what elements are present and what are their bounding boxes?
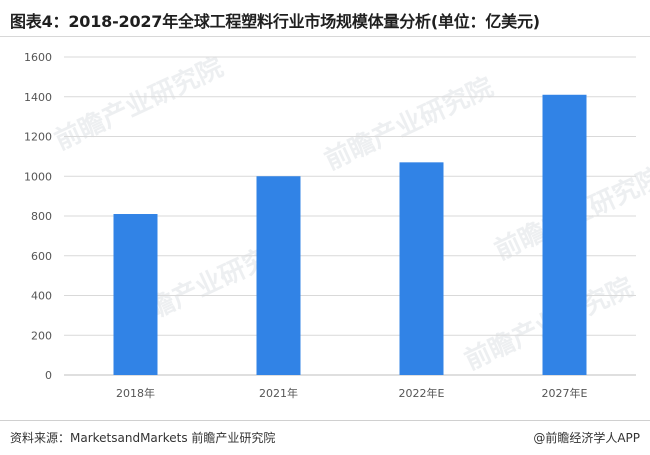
gridlines	[64, 56, 636, 376]
y-tick-label: 600	[31, 250, 52, 263]
bars	[113, 94, 587, 375]
chart-title: 图表4：2018-2027年全球工程塑料行业市场规模体量分析(单位：亿美元)	[10, 12, 540, 31]
bar-1	[113, 214, 158, 375]
bar-chart: 前瞻产业研究院前瞻产业研究院前瞻产业研究院前瞻产业研究院前瞻产业研究院 0200…	[24, 51, 650, 400]
y-tick-label: 1400	[24, 91, 52, 104]
y-tick-label: 1000	[24, 170, 52, 183]
watermark-text: 前瞻产业研究院	[320, 71, 498, 176]
bar-3	[399, 162, 444, 375]
bar-4	[542, 94, 587, 375]
y-tick-label: 800	[31, 210, 52, 223]
y-axis: 0 200 400 600 800 1000 1200 1400 1600	[24, 51, 52, 382]
source-note: 资料来源：MarketsandMarkets 前瞻产业研究院	[10, 431, 276, 445]
bar-2	[256, 176, 301, 375]
watermark-text: 前瞻产业研究院	[50, 51, 228, 156]
x-axis: 2018年 2021年 2022年E 2027年E	[116, 386, 588, 400]
footer: 资料来源：MarketsandMarkets 前瞻产业研究院 @前瞻经济学人AP…	[0, 420, 650, 455]
y-tick-label: 1200	[24, 131, 52, 144]
y-tick-label: 1600	[24, 51, 52, 64]
title-divider	[0, 36, 650, 37]
x-tick-label: 2027年E	[542, 386, 588, 400]
y-tick-label: 0	[45, 369, 52, 382]
brand-credit: @前瞻经济学人APP	[533, 431, 640, 445]
x-tick-label: 2022年E	[399, 386, 445, 400]
y-tick-label: 400	[31, 290, 52, 303]
x-tick-label: 2021年	[259, 386, 298, 400]
y-tick-label: 200	[31, 329, 52, 342]
x-tick-label: 2018年	[116, 386, 155, 400]
